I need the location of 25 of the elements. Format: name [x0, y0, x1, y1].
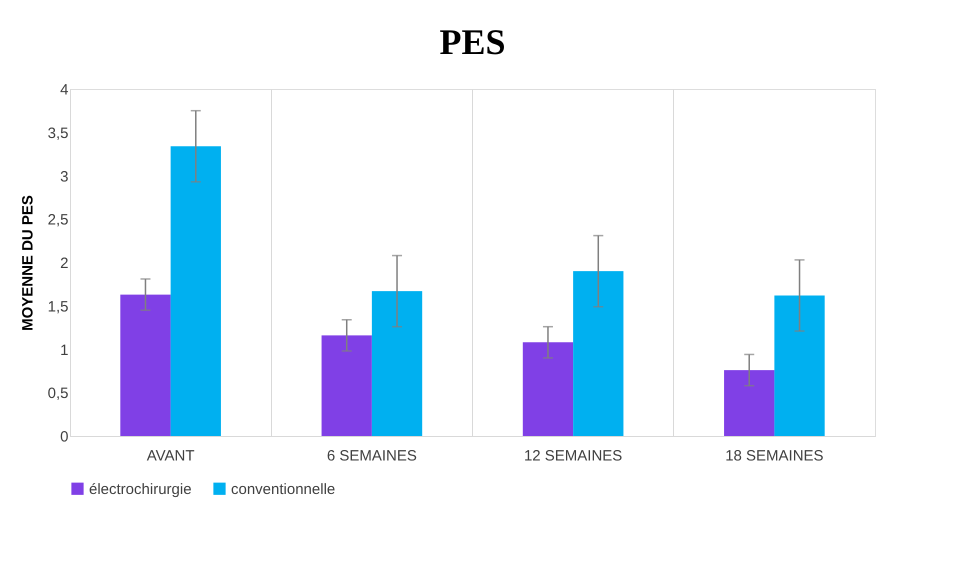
y-axis-title: MOYENNE DU PES — [20, 195, 37, 331]
x-tick-label: 12 SEMAINES — [524, 448, 622, 464]
bar — [774, 295, 825, 436]
y-tick-label: 3 — [60, 168, 68, 186]
y-tick-label: 0 — [60, 428, 68, 446]
y-tick-label: 4 — [60, 82, 68, 98]
x-tick-label: 6 SEMAINES — [326, 448, 417, 464]
chart-title: PES — [439, 22, 506, 62]
y-tick-label: 0,5 — [48, 385, 68, 402]
y-tick-label: 1 — [60, 342, 68, 359]
legend-label: électrochirurgie — [89, 480, 192, 498]
y-tick-label: 1,5 — [48, 298, 68, 316]
bar — [372, 291, 422, 436]
y-tick-label: 2,5 — [48, 212, 68, 229]
bar — [170, 146, 221, 436]
bar — [573, 271, 624, 436]
y-tick-label: 3,5 — [48, 124, 68, 142]
y-tick-label: 2 — [60, 255, 68, 272]
x-tick-label: AVANT — [146, 448, 195, 464]
legend-label: conventionnelle — [231, 480, 336, 498]
x-tick-label: 18 SEMAINES — [725, 448, 824, 464]
bar — [522, 342, 574, 436]
bar — [724, 370, 774, 436]
bar — [322, 335, 372, 436]
bar — [120, 294, 171, 436]
